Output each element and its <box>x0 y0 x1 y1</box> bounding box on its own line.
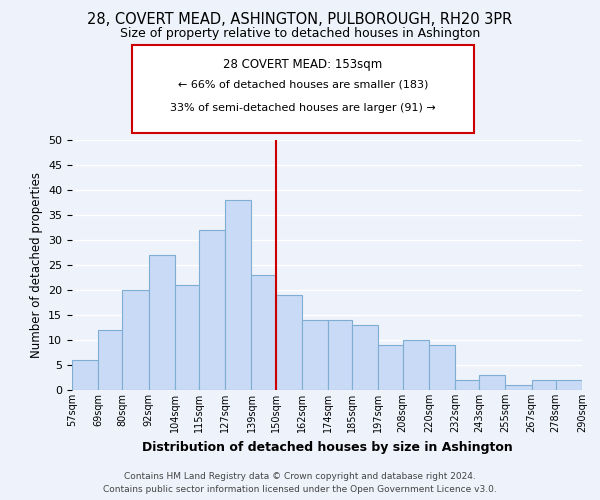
Y-axis label: Number of detached properties: Number of detached properties <box>29 172 43 358</box>
Bar <box>225 200 251 390</box>
Bar <box>556 380 582 390</box>
Text: Size of property relative to detached houses in Ashington: Size of property relative to detached ho… <box>120 28 480 40</box>
Text: 28, COVERT MEAD, ASHINGTON, PULBOROUGH, RH20 3PR: 28, COVERT MEAD, ASHINGTON, PULBOROUGH, … <box>88 12 512 28</box>
Bar <box>72 360 98 390</box>
Bar <box>199 230 225 390</box>
Bar <box>98 330 122 390</box>
Bar <box>149 255 175 390</box>
Bar <box>122 290 149 390</box>
Text: Contains public sector information licensed under the Open Government Licence v3: Contains public sector information licen… <box>103 485 497 494</box>
Text: ← 66% of detached houses are smaller (183): ← 66% of detached houses are smaller (18… <box>178 79 428 89</box>
Text: 28 COVERT MEAD: 153sqm: 28 COVERT MEAD: 153sqm <box>223 58 383 70</box>
Bar <box>429 345 455 390</box>
Bar <box>455 380 479 390</box>
Text: 33% of semi-detached houses are larger (91) →: 33% of semi-detached houses are larger (… <box>170 102 436 113</box>
Bar <box>505 385 532 390</box>
Bar <box>275 295 302 390</box>
Bar <box>403 340 429 390</box>
Text: Contains HM Land Registry data © Crown copyright and database right 2024.: Contains HM Land Registry data © Crown c… <box>124 472 476 481</box>
X-axis label: Distribution of detached houses by size in Ashington: Distribution of detached houses by size … <box>142 440 512 454</box>
Bar <box>251 275 275 390</box>
Bar <box>352 325 379 390</box>
Bar <box>328 320 352 390</box>
Bar <box>532 380 556 390</box>
Bar <box>379 345 403 390</box>
Bar <box>175 285 199 390</box>
Bar <box>302 320 328 390</box>
Bar <box>479 375 505 390</box>
